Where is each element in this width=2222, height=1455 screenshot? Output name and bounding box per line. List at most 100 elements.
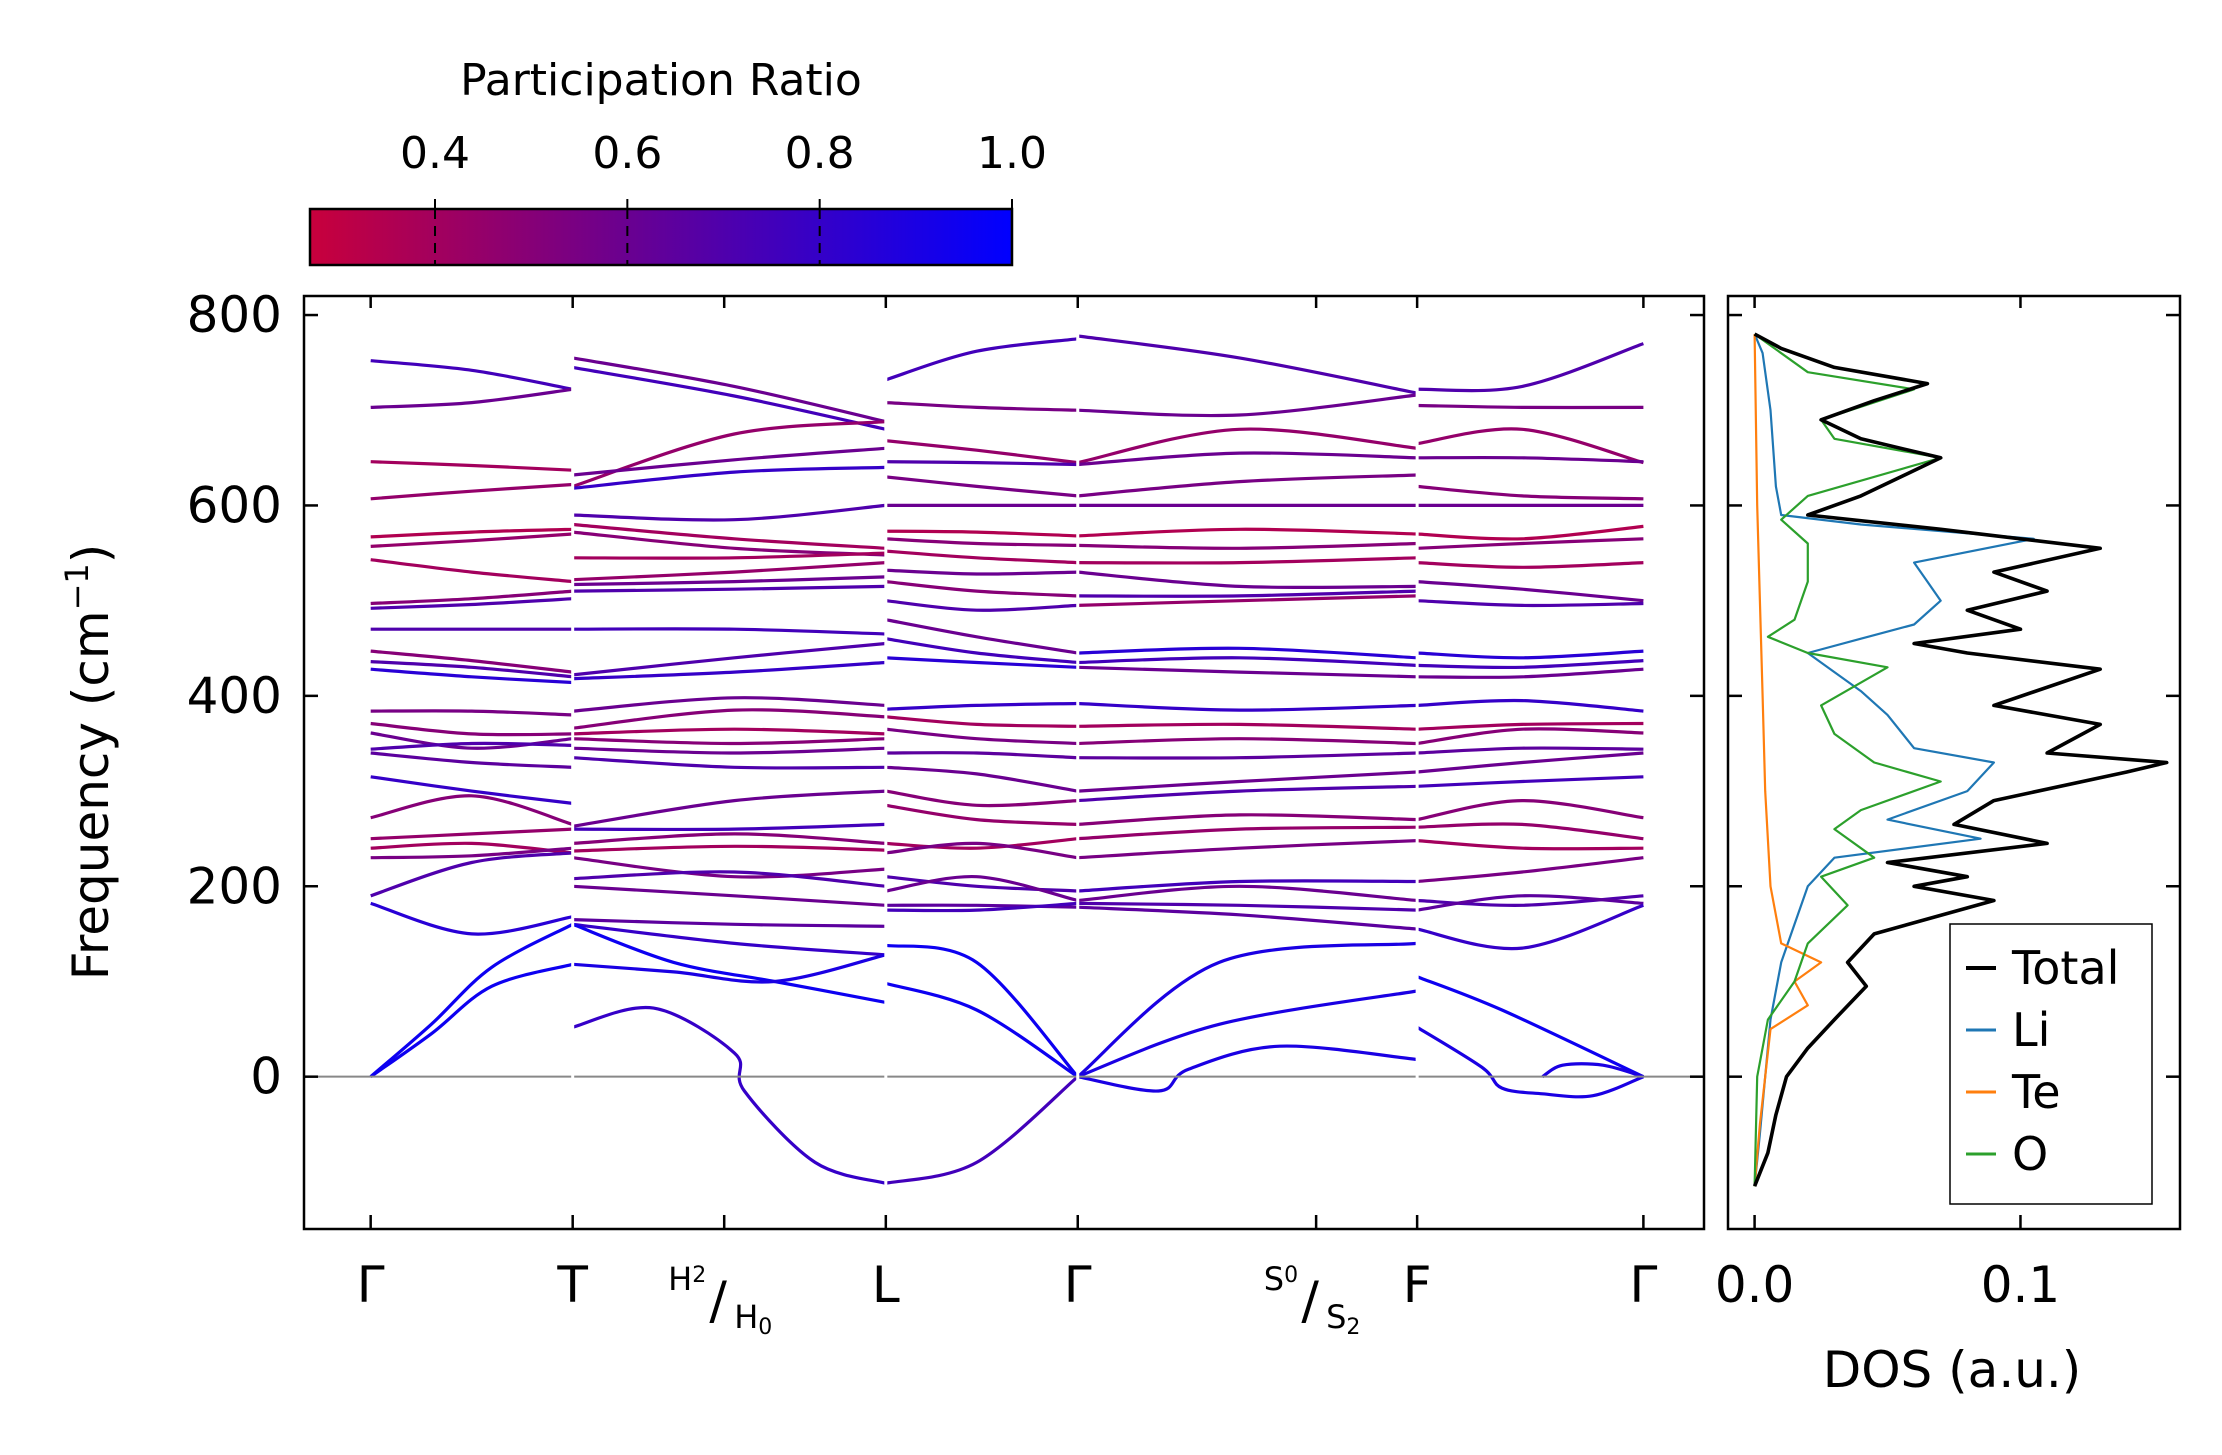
phonon-band-L-G bbox=[885, 1075, 1079, 1185]
phonon-band-G-F bbox=[1077, 722, 1418, 731]
phonon-band-F-G bbox=[1417, 659, 1644, 670]
q-point-slash: / bbox=[1301, 1271, 1319, 1331]
phonon-band-T-L bbox=[572, 746, 886, 755]
phonon-band-G-F bbox=[1077, 556, 1418, 565]
phonon-band-T-L bbox=[572, 584, 886, 593]
phonon-band-G-F bbox=[1077, 839, 1418, 860]
phonon-band-G-F bbox=[1077, 813, 1418, 826]
phonon-band-T-L bbox=[572, 922, 886, 957]
phonon-band-G-F bbox=[1077, 334, 1418, 395]
phonon-band-T-L bbox=[572, 856, 886, 879]
phonon-band-G-T bbox=[370, 649, 573, 674]
phonon-band-G-T bbox=[370, 558, 573, 584]
phonon-band-G-T bbox=[370, 775, 573, 805]
phonon-band-T-L bbox=[572, 696, 886, 713]
phonon-band-T-L bbox=[572, 522, 886, 550]
phonon-band-T-L bbox=[572, 641, 886, 677]
phonon-band-G-F bbox=[1077, 905, 1418, 931]
phonon-band-G-T bbox=[370, 532, 573, 548]
phonon-band-F-G bbox=[1416, 975, 1645, 1079]
q-point-label: Γ bbox=[1064, 1256, 1092, 1314]
phonon-band-G-F bbox=[1077, 784, 1418, 803]
phonon-band-L-G bbox=[885, 637, 1078, 665]
phonon-band-F-G bbox=[1416, 856, 1644, 884]
band-x-ticks: Γ T H2/H0L Γ S0/S2F Γ bbox=[357, 296, 1657, 1340]
phonon-band-G-T bbox=[370, 741, 573, 751]
phonon-band-L-G bbox=[885, 765, 1078, 793]
phonon-band-F-G bbox=[1416, 727, 1644, 746]
phonon-band-L-G bbox=[885, 337, 1078, 382]
colorbar-ticks: 0.4 0.6 0.8 1.0 bbox=[400, 128, 1047, 265]
phonon-band-F-G bbox=[1416, 894, 1644, 912]
phonon-band-G-F bbox=[1077, 594, 1418, 607]
legend-entries: Total Li Te O bbox=[1966, 941, 2119, 1181]
y-tick-label: 600 bbox=[187, 476, 282, 534]
phonon-band-F-G bbox=[1416, 903, 1644, 951]
q-point-label: L bbox=[872, 1256, 900, 1314]
phonon-band-G-T bbox=[370, 721, 573, 737]
phonon-band-L-G bbox=[885, 727, 1078, 746]
phonon-band-F-G bbox=[1416, 798, 1644, 822]
phonon-band-G-T bbox=[370, 827, 573, 841]
phonon-band-G-F bbox=[1077, 879, 1418, 893]
phonon-band-L-G bbox=[885, 981, 1079, 1079]
segment-dividers bbox=[571, 326, 1419, 1189]
phonon-band-T-L bbox=[572, 953, 887, 984]
phonon-band-G-F bbox=[1077, 825, 1418, 841]
phonon-band-T-L bbox=[572, 844, 886, 853]
legend-label-total: Total bbox=[2011, 941, 2119, 995]
phonon-band-F-G bbox=[1417, 403, 1644, 410]
phonon-band-T-L bbox=[572, 922, 887, 1004]
phonon-band-F-G bbox=[1417, 561, 1644, 569]
phonon-band-T-L bbox=[572, 446, 886, 477]
y-tick-label: 800 bbox=[187, 286, 282, 344]
phonon-band-T-L bbox=[572, 561, 886, 582]
phonon-band-G-F bbox=[1077, 656, 1418, 667]
phonon-band-G-F bbox=[1077, 589, 1418, 598]
phonon-band-G-T bbox=[370, 589, 573, 606]
dos-axes-frame bbox=[1726, 294, 2182, 1231]
phonon-band-G-F bbox=[1077, 884, 1418, 903]
phonon-band-G-F bbox=[1077, 770, 1418, 793]
band-axes-frame bbox=[302, 294, 1706, 1231]
q-point-label: T bbox=[556, 1256, 588, 1314]
phonon-band-L-G bbox=[885, 903, 1078, 909]
phonon-band-G-F bbox=[1077, 646, 1418, 660]
phonon-band-F-G bbox=[1416, 484, 1644, 501]
colorbar-tick-label: 0.8 bbox=[785, 128, 855, 179]
phonon-band-T-L bbox=[572, 884, 886, 907]
phonon-band-G-F bbox=[1077, 1044, 1418, 1093]
phonon-band-F-G bbox=[1417, 746, 1644, 755]
phonon-band-T-L bbox=[572, 1005, 887, 1185]
phonon-band-L-G bbox=[885, 715, 1078, 728]
phonon-band-T-L bbox=[572, 575, 886, 587]
phonon-band-F-G bbox=[1416, 580, 1644, 603]
phonon-band-F-G bbox=[1416, 1025, 1644, 1099]
phonon-band-L-G bbox=[885, 618, 1078, 655]
phonon-band-G-T bbox=[370, 709, 573, 717]
phonon-band-G-F bbox=[1077, 427, 1418, 465]
phonon-band-L-G bbox=[885, 875, 1078, 893]
legend-label-te: Te bbox=[2011, 1065, 2061, 1119]
q-point-label: Γ bbox=[1629, 1256, 1657, 1314]
phonon-band-L-G bbox=[885, 751, 1078, 760]
colorbar-tick-label: 0.4 bbox=[400, 128, 470, 179]
phonon-band-G-T bbox=[370, 751, 573, 769]
phonon-band-F-G bbox=[1417, 524, 1644, 541]
phonon-band-G-T bbox=[370, 846, 573, 860]
q-point-label-top: H2 bbox=[668, 1260, 706, 1298]
phonon-band-G-T bbox=[369, 962, 574, 1079]
phonon-band-G-F bbox=[1077, 737, 1418, 746]
phonon-band-F-G bbox=[1416, 839, 1644, 851]
phonon-band-T-L bbox=[572, 627, 886, 636]
y-tick-label: 400 bbox=[187, 667, 282, 725]
phonon-band-L-G bbox=[885, 475, 1078, 498]
phonon-band-G-T bbox=[370, 482, 573, 501]
dos-series-o bbox=[1753, 333, 1942, 1187]
phonon-band-L-G bbox=[885, 537, 1078, 547]
phonon-band-T-L bbox=[572, 756, 886, 770]
phonon-band-L-G bbox=[885, 460, 1078, 467]
band-lines bbox=[369, 334, 1645, 1185]
q-point-label-bottom: S2 bbox=[1326, 1298, 1360, 1340]
dos-x-axis-label: DOS (a.u.) bbox=[1823, 1341, 2082, 1399]
